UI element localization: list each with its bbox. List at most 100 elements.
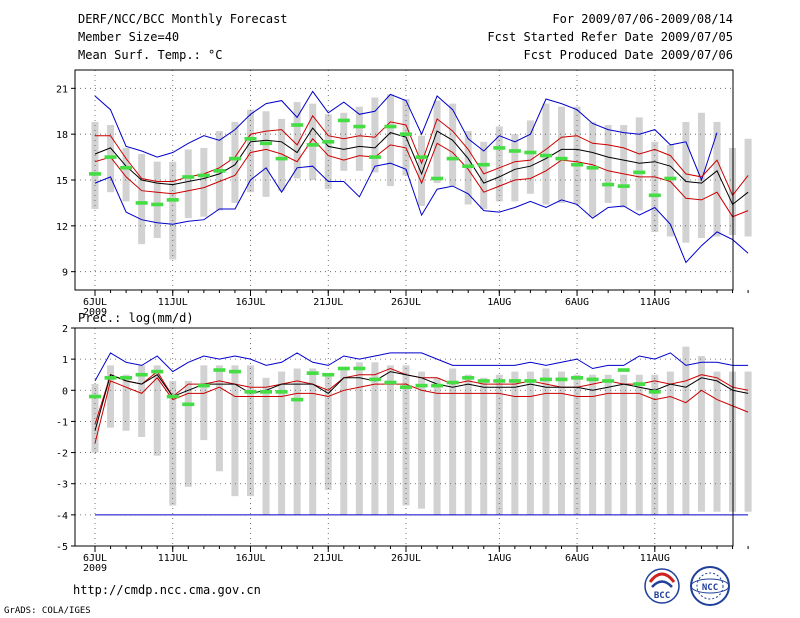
member-range-box [511, 371, 519, 515]
observed-marker [275, 156, 288, 161]
member-range-box [107, 365, 115, 428]
member-range-box [386, 94, 394, 187]
member-range-box [604, 125, 612, 203]
observed-marker [197, 173, 210, 178]
member-range-box [682, 121, 690, 243]
observed-marker [648, 193, 661, 198]
member-range-box [589, 374, 597, 515]
member-range-box [651, 374, 659, 515]
y-tick-label: -2 [56, 449, 68, 460]
observed-marker [353, 124, 366, 129]
member-range-box [386, 365, 394, 515]
x-tick-label: 11JUL [158, 297, 188, 308]
observed-marker [602, 379, 615, 383]
x-tick-label: 21JUL [313, 297, 343, 308]
member-range-box [293, 102, 301, 179]
observed-marker [508, 149, 521, 153]
member-range-box [433, 377, 441, 515]
member-range-box [464, 374, 472, 515]
y-tick-label: 1 [62, 355, 68, 366]
member-range-box [402, 365, 410, 506]
member-range-box [324, 374, 332, 490]
observed-marker [555, 377, 568, 382]
observed-marker [275, 390, 288, 394]
member-range-box [651, 141, 659, 232]
member-range-box [309, 103, 317, 180]
observed-marker [228, 369, 241, 374]
y-tick-label: 9 [62, 268, 68, 279]
y-tick-label: 12 [56, 222, 68, 233]
observed-marker [166, 394, 179, 399]
observed-marker [571, 376, 584, 380]
x-tick-label: 26JUL [391, 297, 421, 308]
x-tick-label: 16JUL [235, 297, 265, 308]
member-range-box [620, 374, 628, 515]
observed-marker [431, 383, 444, 388]
member-range-box [200, 147, 208, 217]
series-line-spread-lower [94, 138, 749, 218]
y-tick-label: -4 [56, 511, 68, 522]
observed-marker [477, 379, 490, 383]
forecast-period: For 2009/07/06-2009/08/14 [552, 12, 733, 26]
observed-marker [400, 132, 412, 136]
member-range-box [666, 144, 674, 237]
observed-marker [353, 366, 366, 371]
observed-marker [89, 394, 101, 399]
x-tick-label: 16JUL [235, 553, 265, 564]
member-range-box [293, 368, 301, 515]
member-range-box [324, 114, 332, 190]
y-tick-label: 0 [62, 386, 68, 397]
observed-marker [120, 165, 133, 170]
member-range-box [262, 377, 270, 515]
x-tick-label: 26JUL [391, 553, 421, 564]
observed-marker [384, 380, 397, 385]
observed-marker [477, 162, 490, 167]
x-tick-label: 6JUL [83, 297, 107, 308]
observed-marker [306, 143, 319, 147]
observed-marker [322, 140, 335, 144]
observed-marker [89, 172, 101, 176]
member-range-box [340, 368, 348, 515]
ncc-logo: NCC [690, 566, 730, 606]
member-range-box [247, 365, 254, 497]
member-range-box [231, 121, 239, 203]
observed-marker [322, 372, 335, 377]
member-range-box [526, 120, 534, 194]
observed-marker [368, 377, 381, 382]
observed-marker [197, 383, 210, 388]
member-range-box [558, 371, 565, 515]
observed-marker [633, 170, 646, 175]
observed-marker [260, 141, 273, 146]
observed-marker [571, 162, 584, 167]
member-range-box [153, 161, 161, 239]
plot-frame [74, 327, 734, 547]
observed-marker [400, 385, 412, 389]
observed-marker [384, 124, 397, 129]
y-tick-label: -1 [56, 417, 68, 428]
observed-marker [664, 176, 677, 181]
member-range-box [573, 374, 581, 515]
member-range-box [231, 365, 239, 497]
y-tick-label: -3 [56, 480, 68, 491]
y-tick-label: 18 [56, 130, 68, 141]
x-tick-label: 11AUG [640, 553, 670, 564]
member-range-box [355, 106, 363, 171]
member-range-box [433, 100, 441, 184]
series-line-ensemble-mean [94, 127, 749, 206]
observed-marker [415, 155, 428, 159]
bcc-logo-text: BCC [654, 591, 670, 601]
x-year-label: 2009 [83, 307, 107, 318]
member-range-box [418, 371, 426, 509]
observed-marker [104, 155, 117, 159]
member-range-box [138, 365, 146, 437]
source-url[interactable]: http://cmdp.ncc.cma.gov.cn [73, 583, 261, 597]
temperature-chart: 9 12 15 18 21 6JUL 11JUL 16JUL 21JUL 26JUL 1AUG 6AU… [56, 69, 752, 318]
observed-marker [291, 397, 304, 402]
member-range-box [278, 118, 286, 191]
member-range-box [744, 138, 752, 237]
observed-marker [213, 169, 226, 173]
member-range-box [620, 125, 628, 208]
x-tick-label: 21JUL [313, 553, 343, 564]
